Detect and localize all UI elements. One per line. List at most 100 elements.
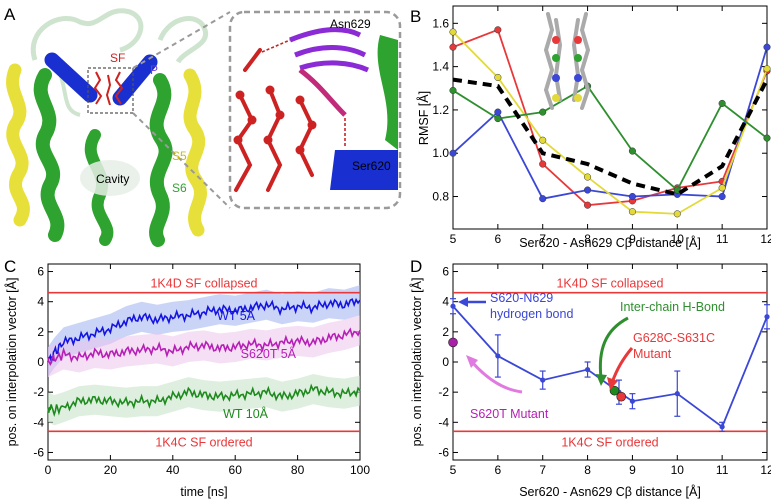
- arrow-hbond-head: [458, 297, 468, 307]
- panel-label-d: D: [410, 257, 422, 276]
- c-label-s620t: S620T 5Å: [241, 346, 297, 361]
- b-series-line-0: [452, 28, 768, 207]
- arrow-mutant-gc-head: [607, 377, 618, 390]
- c-series-line-1: [47, 327, 361, 366]
- d-ytick-label-5: 4: [442, 295, 449, 309]
- b-point-0-0: [449, 43, 457, 51]
- b-point-1-1: [494, 108, 502, 116]
- b-xtick-label-4: 9: [629, 232, 636, 246]
- d-ann-mutant-gc-2: Mutant: [633, 347, 672, 361]
- b-point-2-1: [494, 73, 502, 81]
- inset-pink-ribbon: [298, 68, 347, 117]
- d-xtick-label-2: 7: [539, 463, 546, 477]
- c-xtick-label-1: 20: [104, 463, 118, 477]
- d-highlight-point-0: [448, 337, 458, 348]
- d-ann-hbond-2: hydrogen bond: [490, 307, 573, 321]
- c-label-wt10: WT 10Å: [223, 406, 269, 421]
- inset-hbonds: [261, 39, 346, 148]
- b-point-2-5: [673, 210, 681, 218]
- c-ytick-label-2: -2: [33, 385, 44, 399]
- c-xlabel: time [ns]: [180, 485, 227, 499]
- d-highlight-point-2: [616, 391, 627, 402]
- c-refline-label-0: 1K4D SF collapsed: [150, 277, 257, 291]
- b-ytick-label-2: 1.2: [432, 103, 449, 117]
- turret-loop-right: [157, 16, 209, 64]
- d-xtick-label-3: 8: [584, 463, 591, 477]
- c-series-line-0: [47, 297, 361, 363]
- c-ytick-label-3: 0: [37, 355, 44, 369]
- inset-oxygen-atoms: [233, 85, 317, 155]
- panel-c: C 0 20 40 60 80 100 -6 -4 -2 0 2 4 6 1K4D SF collaps…: [4, 257, 370, 499]
- c-ytick-label-6: 6: [37, 265, 44, 279]
- b-point-2-0: [449, 28, 457, 36]
- c-ylabel: pos. on interpolation vector [Å]: [4, 278, 19, 447]
- sf-highlight-box: [87, 67, 134, 114]
- b-ytick-label-0: 0.8: [432, 190, 449, 204]
- inset-blue-helix: [330, 150, 398, 190]
- b-point-2-3: [584, 173, 592, 181]
- b-point-3-1: [494, 115, 502, 123]
- b-point-2-4: [628, 208, 636, 216]
- d-point-1: [495, 353, 501, 359]
- d-ann-hbond-1: S620-N629: [490, 291, 553, 305]
- d-ann-interchain: Inter-chain H-Bond: [620, 300, 725, 314]
- panel-d: D 5 6 7 8 9 10 11 12 -6 -4 -2 0 2 4 6 1K4D SF collapse…: [409, 257, 771, 499]
- b-point-1-2: [539, 195, 547, 203]
- label-asn629: Asn629: [330, 17, 371, 31]
- d-ann-s620t: S620T Mutant: [470, 407, 549, 421]
- b-point-0-1: [494, 26, 502, 34]
- c-ytick-label-5: 4: [37, 295, 44, 309]
- zoom-line-top: [132, 11, 231, 69]
- d-point-0: [450, 303, 456, 309]
- c-xtick-label-3: 60: [229, 463, 243, 477]
- b-point-1-0: [449, 149, 457, 157]
- d-ytick-label-0: -6: [438, 445, 449, 459]
- b-xlabel: Ser620 - Asn629 Cβ distance [Å]: [519, 235, 701, 250]
- b-point-3-7: [763, 134, 771, 142]
- b-point-2-7: [763, 65, 771, 73]
- panel-label-a: A: [4, 5, 16, 24]
- d-xtick-label-0: 5: [450, 463, 457, 477]
- b-point-3-2: [539, 108, 547, 116]
- d-xtick-label-1: 6: [495, 463, 502, 477]
- panel-label-c: C: [4, 257, 16, 276]
- b-series-line-3: [452, 84, 768, 192]
- b-point-3-6: [718, 99, 726, 107]
- d-ytick-label-2: -2: [438, 385, 449, 399]
- sf-sticks: [93, 71, 124, 106]
- arrow-interchain: [598, 316, 629, 379]
- d-xtick-label-7: 12: [760, 463, 771, 477]
- s6-helix-left: [33, 68, 65, 242]
- b-point-1-6: [718, 192, 726, 201]
- turret-loop-left: [30, 8, 144, 61]
- protein-structure: [6, 8, 231, 247]
- b-ytick-label-3: 1.4: [432, 60, 449, 74]
- b-ylabel: RMSF [Å]: [416, 91, 431, 145]
- d-refline-label-1: 1K4C SF ordered: [561, 435, 658, 449]
- b-point-2-2: [539, 136, 547, 144]
- d-ytick-label-4: 2: [442, 325, 449, 339]
- d-ann-mutant-gc-1: G628C-S631C: [633, 331, 715, 345]
- s5-helix-left: [6, 63, 30, 227]
- d-point-2: [540, 377, 546, 383]
- b-xtick-label-0: 5: [450, 232, 457, 246]
- panel-label-b: B: [410, 7, 421, 26]
- c-xtick-label-2: 40: [166, 463, 180, 477]
- arrow-s620t: [470, 361, 523, 394]
- label-s6: S6: [172, 181, 187, 195]
- panel-a: A SF P S5 S6 C: [4, 5, 402, 247]
- b-point-3-0: [449, 86, 457, 94]
- d-point-5: [629, 398, 636, 404]
- c-label-wt5: WT 5Å: [217, 308, 256, 323]
- b-xtick-label-1: 6: [495, 232, 502, 246]
- b-xtick-label-2: 7: [539, 232, 546, 246]
- b-point-1-4: [628, 192, 636, 201]
- d-ytick-label-1: -4: [438, 415, 449, 429]
- d-point-8: [764, 314, 770, 320]
- label-sf: SF: [110, 51, 125, 65]
- arrow-mutant-gc: [610, 347, 634, 384]
- d-ytick-label-3: 0: [442, 355, 449, 369]
- c-xtick-label-4: 80: [291, 463, 305, 477]
- c-ytick-label-4: 2: [37, 325, 44, 339]
